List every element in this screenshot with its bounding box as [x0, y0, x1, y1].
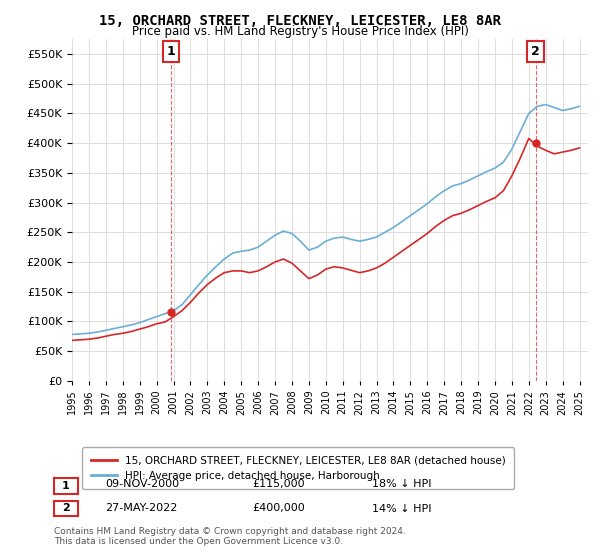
Text: Price paid vs. HM Land Registry's House Price Index (HPI): Price paid vs. HM Land Registry's House …: [131, 25, 469, 38]
Text: 1: 1: [62, 481, 70, 491]
Text: 2: 2: [62, 503, 70, 514]
Text: 15, ORCHARD STREET, FLECKNEY, LEICESTER, LE8 8AR: 15, ORCHARD STREET, FLECKNEY, LEICESTER,…: [99, 14, 501, 28]
Text: 18% ↓ HPI: 18% ↓ HPI: [372, 479, 431, 489]
Text: £400,000: £400,000: [252, 503, 305, 514]
Text: 14% ↓ HPI: 14% ↓ HPI: [372, 503, 431, 514]
Legend: 15, ORCHARD STREET, FLECKNEY, LEICESTER, LE8 8AR (detached house), HPI: Average : 15, ORCHARD STREET, FLECKNEY, LEICESTER,…: [82, 447, 514, 489]
Text: 2: 2: [531, 45, 540, 58]
Text: Contains HM Land Registry data © Crown copyright and database right 2024.
This d: Contains HM Land Registry data © Crown c…: [54, 526, 406, 546]
Text: 1: 1: [167, 45, 175, 58]
Text: £115,000: £115,000: [252, 479, 305, 489]
Text: 27-MAY-2022: 27-MAY-2022: [105, 503, 178, 514]
Text: 09-NOV-2000: 09-NOV-2000: [105, 479, 179, 489]
